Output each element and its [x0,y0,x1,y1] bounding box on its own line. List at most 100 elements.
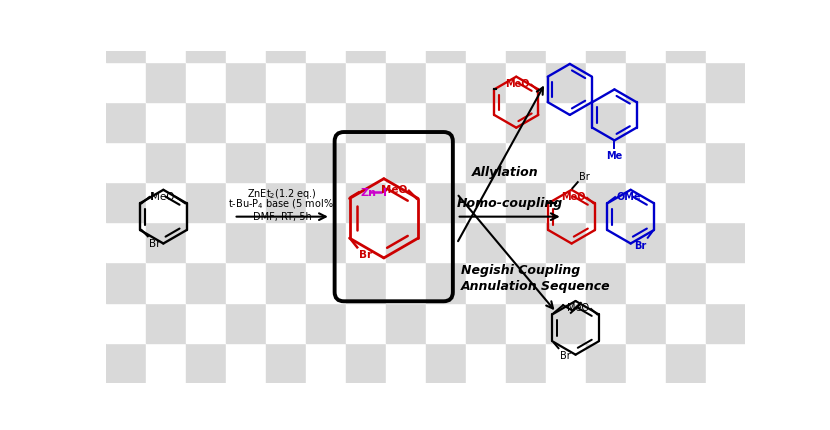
Bar [546,23,586,63]
Bar [226,143,266,183]
Bar [146,183,186,223]
Bar [546,223,586,263]
Bar [706,143,746,183]
Bar [186,23,226,63]
Bar [346,223,386,263]
Bar [386,103,426,143]
Bar [746,223,787,263]
Bar [266,303,306,343]
Bar [386,223,426,263]
Bar [186,63,226,103]
Bar [706,23,746,63]
Bar [386,263,426,303]
Bar [627,303,666,343]
Bar [706,63,746,103]
Text: MeO: MeO [151,192,174,202]
Bar [266,263,306,303]
Bar [306,223,346,263]
Bar [146,263,186,303]
Bar [426,263,466,303]
Bar [386,303,426,343]
Bar [706,303,746,343]
Bar [666,103,706,143]
Bar [186,143,226,183]
Bar [746,103,787,143]
Bar [506,0,546,23]
Bar [146,23,186,63]
Bar [506,343,546,383]
Bar [586,0,627,23]
Bar [186,223,226,263]
Bar [627,63,666,103]
Bar [546,0,586,23]
Bar [346,0,386,23]
Bar [106,183,146,223]
Bar [506,223,546,263]
Text: Br: Br [149,238,161,248]
Bar [106,343,146,383]
Text: Allylation: Allylation [472,166,539,179]
Bar [586,343,627,383]
Bar [466,303,506,343]
Bar [466,103,506,143]
Bar [746,143,787,183]
Bar [346,343,386,383]
Bar [106,23,146,63]
Bar [546,303,586,343]
Bar [627,23,666,63]
Bar [426,303,466,343]
Bar [706,0,746,23]
Bar [226,223,266,263]
Bar [266,343,306,383]
Bar [426,0,466,23]
Bar [546,103,586,143]
Bar [666,343,706,383]
Bar [106,0,146,23]
Bar [506,183,546,223]
Bar [627,143,666,183]
Bar [426,23,466,63]
Bar [346,103,386,143]
Bar [586,303,627,343]
Bar [186,303,226,343]
Bar [546,263,586,303]
Bar [666,183,706,223]
Bar [146,0,186,23]
Bar [266,0,306,23]
Bar [586,23,627,63]
Bar [186,343,226,383]
Bar [746,343,787,383]
Bar [666,303,706,343]
Bar [627,343,666,383]
Bar [746,23,787,63]
Bar [186,183,226,223]
Bar [506,143,546,183]
Text: MeO: MeO [561,192,586,202]
Bar [386,63,426,103]
Bar [426,223,466,263]
Bar [186,0,226,23]
Bar [546,343,586,383]
Bar [506,303,546,343]
Bar [586,223,627,263]
Bar [146,143,186,183]
Bar [466,343,506,383]
Text: Me: Me [607,151,622,161]
Bar [226,63,266,103]
Bar [466,23,506,63]
Bar [426,103,466,143]
Bar [627,103,666,143]
Bar [586,63,627,103]
Text: Br: Br [359,249,372,259]
Bar [506,63,546,103]
Bar [106,103,146,143]
Bar [666,263,706,303]
Text: Br: Br [560,350,571,360]
Bar [146,103,186,143]
Bar [746,0,787,23]
Bar [346,23,386,63]
Text: MeO: MeO [381,185,408,195]
Bar [466,143,506,183]
Bar [426,143,466,183]
Bar [466,0,506,23]
